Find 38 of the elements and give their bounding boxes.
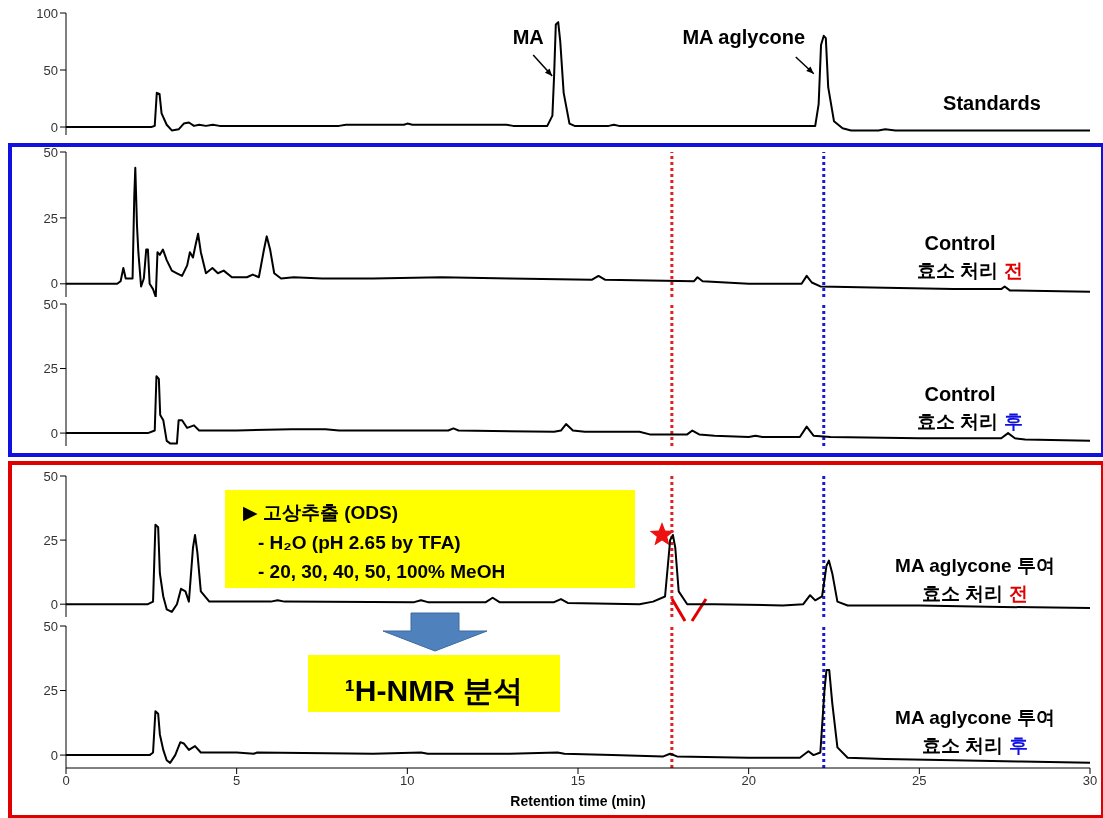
- x-tick-label: 0: [62, 773, 70, 789]
- annotation: 효소 처리 전: [917, 260, 1023, 281]
- y-tick-label: 25: [43, 532, 58, 548]
- annotation: Control: [924, 232, 996, 254]
- annotation: - 20, 30, 40, 50, 100% MeOH: [258, 561, 506, 582]
- y-tick-label: 50: [43, 468, 58, 484]
- x-tick-label: 5: [233, 773, 241, 789]
- y-tick-label: 0: [50, 119, 58, 135]
- y-tick-label: 50: [43, 144, 58, 160]
- x-tick-label: 25: [912, 773, 927, 789]
- y-tick-label: 50: [43, 296, 58, 312]
- x-tick-label: 10: [400, 773, 415, 789]
- annotation: MA: [512, 26, 544, 48]
- annotation: MA aglycone 투여: [895, 555, 1055, 576]
- annotation: Standards: [943, 92, 1041, 114]
- x-tick-label: 20: [741, 773, 756, 789]
- x-tick-label: 15: [570, 773, 586, 789]
- annotation: ▶ 고상추출 (ODS): [243, 502, 398, 523]
- y-tick-label: 0: [50, 596, 58, 612]
- annotation: 효소 처리 후: [917, 411, 1023, 432]
- y-tick-label: 50: [43, 62, 58, 78]
- annotation: 효소 처리 전: [922, 583, 1028, 604]
- annotation: MA aglycone: [682, 26, 806, 48]
- y-tick-label: 25: [43, 361, 58, 377]
- y-tick-label: 50: [43, 618, 58, 634]
- y-tick-label: 25: [43, 683, 58, 699]
- annotation: ¹H-NMR 분석: [344, 674, 524, 707]
- y-tick-label: 100: [36, 5, 58, 21]
- annotation: Control: [924, 383, 996, 405]
- annotation: 효소 처리 후: [922, 735, 1028, 756]
- x-axis-title: Retention time (min): [510, 793, 646, 809]
- y-tick-label: 0: [50, 425, 58, 441]
- y-tick-label: 0: [50, 276, 58, 292]
- y-tick-label: 25: [43, 210, 58, 226]
- annotation: - H₂O (pH 2.65 by TFA): [258, 532, 461, 553]
- x-tick-label: 30: [1082, 773, 1098, 789]
- y-tick-label: 0: [50, 747, 58, 763]
- annotation: MA aglycone 투여: [895, 707, 1055, 728]
